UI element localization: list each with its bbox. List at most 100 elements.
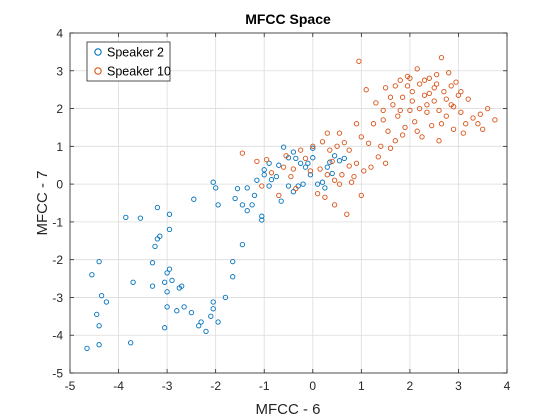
data-point [450,126,457,132]
data-point [397,107,403,114]
data-point [164,270,170,276]
data-point [164,289,170,295]
data-point [317,166,323,172]
data-series [84,54,498,352]
data-point [429,122,435,129]
data-point [395,113,401,119]
legend-marker-speaker-2 [94,48,102,56]
data-point [179,283,185,289]
data-point [210,299,216,305]
x-tick-label: 0 [309,379,316,393]
data-point [166,226,173,233]
data-point [463,121,469,127]
data-point [215,202,221,208]
data-point [276,192,282,199]
data-point [314,181,321,187]
data-point [94,311,100,318]
data-point [254,177,260,183]
data-point [421,77,428,83]
y-tick-label: -5 [52,367,63,381]
data-point [416,105,423,112]
data-point [290,166,297,172]
data-point [210,306,216,312]
data-point [203,328,209,335]
x-tick-label: 2 [407,379,414,393]
series-speaker-10 [239,54,498,217]
data-point [433,81,440,87]
axis-ticks: -5 -4 -3 -2 -1 0 1 2 3 4 -5 -4 -3 -2 -1 0 1 2 3 4 [52,27,510,394]
data-point [363,87,369,93]
x-tick-label: 4 [504,379,511,393]
data-point [162,325,168,331]
x-tick-label: -1 [259,379,270,393]
y-tick-label: -3 [52,291,63,305]
data-point [460,130,466,136]
data-point [239,241,246,248]
legend[interactable]: Speaker 2 Speaker 10 [86,41,171,82]
data-point [353,160,360,166]
data-point [84,345,90,352]
data-point [152,243,158,250]
data-point [261,167,267,173]
data-point [322,194,328,200]
data-point [341,139,347,146]
data-point [327,159,333,165]
data-point [348,179,355,185]
data-point [475,121,481,127]
y-tick-label: 3 [56,64,63,78]
data-point [368,164,374,170]
data-point [390,102,396,108]
data-point [424,102,430,108]
data-point [305,160,311,166]
data-point [351,173,357,180]
x-tick-label: -5 [65,379,76,393]
data-point [196,323,202,329]
data-point [378,143,384,149]
x-tick-label: 3 [455,379,462,393]
data-point [448,83,454,89]
data-point [339,172,345,178]
data-point [336,181,343,187]
data-point [358,134,364,140]
data-point [208,313,214,319]
data-point [198,319,204,325]
x-tick-label: -3 [162,379,173,393]
y-tick-label: -4 [52,329,63,343]
data-point [302,155,309,162]
data-point [314,190,321,197]
data-point [470,115,476,121]
data-point [336,130,343,136]
data-point [426,90,432,97]
legend-label-speaker-2: Speaker 2 [107,46,164,60]
data-point [407,107,413,114]
data-point [433,71,440,78]
legend-label-speaker-10: Speaker 10 [107,65,171,79]
data-point [166,211,173,217]
data-point [431,85,437,91]
data-point [477,111,483,117]
data-point [441,88,447,95]
data-point [154,204,161,211]
data-point [244,207,250,214]
data-point [450,104,457,110]
data-point [399,94,406,100]
data-point [98,292,105,299]
data-point [288,173,294,180]
data-point [324,164,330,170]
data-point [446,70,452,76]
data-point [331,153,338,159]
data-point [103,299,110,305]
data-point [319,179,326,185]
data-point [414,128,420,134]
data-point [230,258,236,265]
data-point [191,196,197,202]
data-point [188,309,195,316]
data-point [259,213,265,219]
data-point [382,85,389,91]
data-point [302,164,309,170]
data-point [421,92,428,98]
data-point [307,172,314,178]
data-point [149,260,156,266]
y-tick-label: -2 [52,253,63,267]
data-point [414,66,420,72]
